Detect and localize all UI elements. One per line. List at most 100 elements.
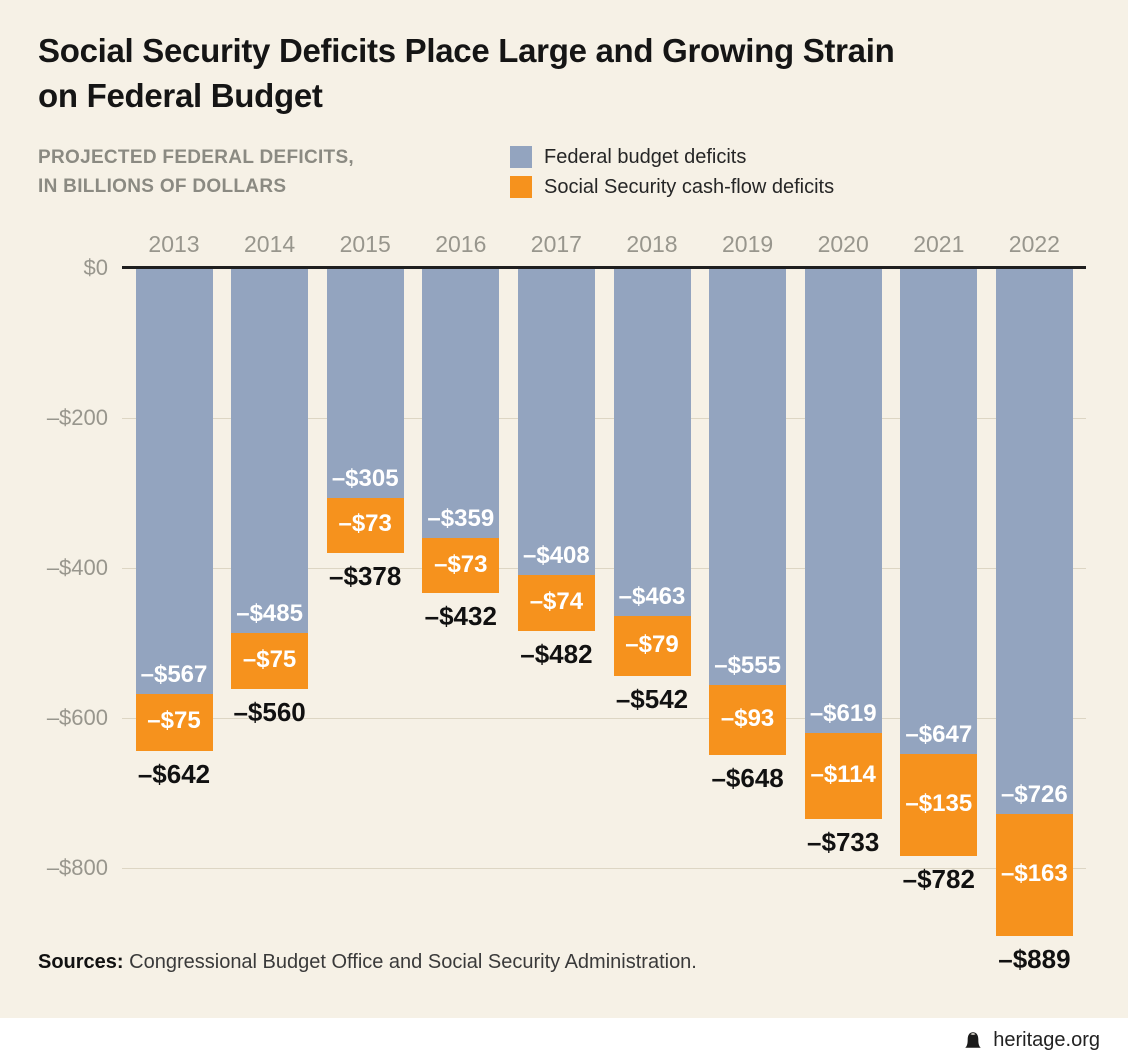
social-security-deficit-segment: –$73 (326, 497, 404, 553)
legend-item-federal-deficits: Federal budget deficits (510, 142, 834, 172)
federal-deficit-segment: –$726 (995, 269, 1073, 814)
social-security-deficit-value-label: –$75 (242, 645, 297, 673)
x-axis-year-label: 2014 (244, 231, 296, 257)
social-security-deficit-value-label: –$114 (810, 760, 876, 788)
bar-2016: –$359 –$73 –$432 (422, 269, 500, 632)
social-security-deficit-value-label: –$73 (338, 510, 392, 538)
federal-deficit-segment: –$647 (900, 269, 978, 755)
subtitle-line-1: PROJECTED FEDERAL DEFICITS, (38, 147, 355, 168)
federal-deficit-segment: –$359 (422, 269, 500, 539)
social-security-deficit-segment: –$114 (804, 733, 882, 819)
federal-deficit-value-label: –$647 (905, 721, 973, 749)
bar-2014: –$485 –$75 –$560 (231, 269, 309, 728)
bar-2018: –$463 –$79 –$542 (613, 269, 691, 715)
total-deficit-label: –$560 (233, 697, 306, 727)
bar-2013: –$567 –$75 –$642 (135, 269, 213, 790)
social-security-deficit-segment: –$93 (709, 685, 787, 755)
social-security-deficit-value-label: –$75 (147, 707, 201, 735)
y-axis-tick-label: $0 (83, 255, 108, 280)
bar-2021: –$647 –$135 –$782 (900, 269, 978, 895)
federal-deficit-segment: –$567 (135, 269, 213, 695)
bar-2020: –$619 –$114 –$733 (804, 269, 882, 858)
federal-deficit-value-label: –$555 (714, 652, 781, 680)
sources-text: Congressional Budget Office and Social S… (123, 951, 697, 973)
bar-2022: –$726 –$163 –$889 (995, 269, 1073, 975)
sources-prefix: Sources: (38, 951, 124, 973)
x-axis-year-label: 2022 (1008, 231, 1060, 257)
y-axis-tick-label: –$200 (46, 405, 108, 430)
federal-deficit-value-label: –$359 (427, 505, 495, 533)
federal-deficit-value-label: –$485 (236, 599, 303, 627)
gridline-–$200 (122, 418, 1086, 419)
bar-2015: –$305 –$73 –$378 (326, 269, 404, 592)
x-axis-year-label: 2020 (817, 231, 869, 257)
social-security-deficit-value-label: –$163 (1001, 859, 1068, 887)
x-axis-year-label: 2021 (913, 231, 965, 257)
federal-deficit-segment: –$555 (709, 269, 787, 686)
x-axis-year-label: 2017 (530, 231, 582, 257)
social-security-deficit-segment: –$75 (231, 632, 309, 689)
sources-note: Sources: Congressional Budget Office and… (38, 951, 697, 974)
gridline-–$400 (122, 568, 1086, 569)
gridline-–$800 (122, 868, 1086, 869)
federal-deficit-value-label: –$726 (1001, 780, 1068, 808)
social-security-deficit-value-label: –$73 (434, 550, 488, 578)
total-deficit-label: –$642 (137, 758, 211, 789)
brand: heritage.org (962, 1029, 1100, 1052)
federal-deficit-value-label: –$305 (331, 464, 399, 492)
total-deficit-label: –$482 (520, 638, 593, 669)
legend-swatch-orange-icon (510, 176, 532, 198)
social-security-deficit-segment: –$73 (422, 538, 500, 593)
title-line-1: Social Security Deficits Place Large and… (38, 32, 895, 69)
x-axis-year-label: 2019 (722, 231, 774, 257)
bar-2017: –$408 –$74 –$482 (517, 269, 595, 670)
social-security-deficit-value-label: –$135 (905, 789, 973, 817)
federal-deficit-value-label: –$463 (618, 583, 686, 611)
social-security-deficit-segment: –$75 (135, 694, 213, 751)
total-deficit-label: –$378 (329, 560, 402, 591)
social-security-deficit-segment: –$74 (517, 575, 595, 631)
federal-deficit-segment: –$619 (804, 269, 882, 734)
x-axis-year-label: 2016 (435, 231, 487, 257)
social-security-deficit-segment: –$79 (613, 616, 691, 676)
total-deficit-label: –$733 (807, 826, 880, 857)
subtitle-line-2: IN BILLIONS OF DOLLARS (38, 176, 287, 197)
total-deficit-label: –$889 (998, 943, 1071, 974)
title-line-2: on Federal Budget (38, 77, 323, 114)
total-deficit-label: –$648 (711, 763, 784, 793)
y-axis-tick-label: –$800 (46, 855, 108, 880)
legend-label: Social Security cash-flow deficits (544, 175, 835, 198)
federal-deficit-segment: –$408 (517, 269, 595, 575)
plot-area: $0 –$200 –$400 –$600 –$800 2013 –$567 –$75 –$642… (47, 231, 1086, 974)
x-axis-year-label: 2018 (626, 231, 678, 257)
x-axis-year-label: 2015 (339, 231, 391, 257)
federal-deficit-segment: –$485 (231, 269, 309, 633)
legend-label: Federal budget deficits (544, 145, 747, 168)
legend: Federal budget deficits Social Security … (510, 142, 834, 202)
bar-2019: –$555 –$93 –$648 (709, 269, 787, 794)
total-deficit-label: –$542 (615, 683, 689, 714)
gridline-–$600 (122, 718, 1086, 719)
page-title: Social Security Deficits Place Large and… (38, 28, 895, 118)
legend-item-social-security-deficits: Social Security cash-flow deficits (510, 172, 834, 202)
social-security-deficit-segment: –$163 (995, 813, 1073, 936)
federal-deficit-segment: –$305 (326, 269, 404, 498)
y-axis-tick-label: –$600 (46, 705, 108, 730)
footer-strip: heritage.org (0, 1018, 1128, 1062)
x-axis-year-label: 2013 (148, 231, 200, 257)
social-security-deficit-value-label: –$79 (625, 630, 679, 658)
total-deficit-label: –$432 (424, 601, 497, 631)
social-security-deficit-value-label: –$93 (720, 705, 775, 733)
federal-deficit-value-label: –$408 (523, 542, 590, 569)
social-security-deficit-value-label: –$74 (529, 587, 584, 615)
federal-deficit-segment: –$463 (613, 269, 691, 617)
total-deficit-label: –$782 (902, 863, 975, 894)
federal-deficit-value-label: –$567 (140, 661, 208, 689)
y-axis-tick-label: –$400 (46, 555, 108, 580)
federal-deficit-value-label: –$619 (809, 700, 877, 728)
legend-swatch-blue-icon (510, 146, 532, 168)
brand-text: heritage.org (993, 1028, 1100, 1051)
liberty-bell-icon (965, 1032, 982, 1048)
social-security-deficit-segment: –$135 (900, 754, 978, 856)
